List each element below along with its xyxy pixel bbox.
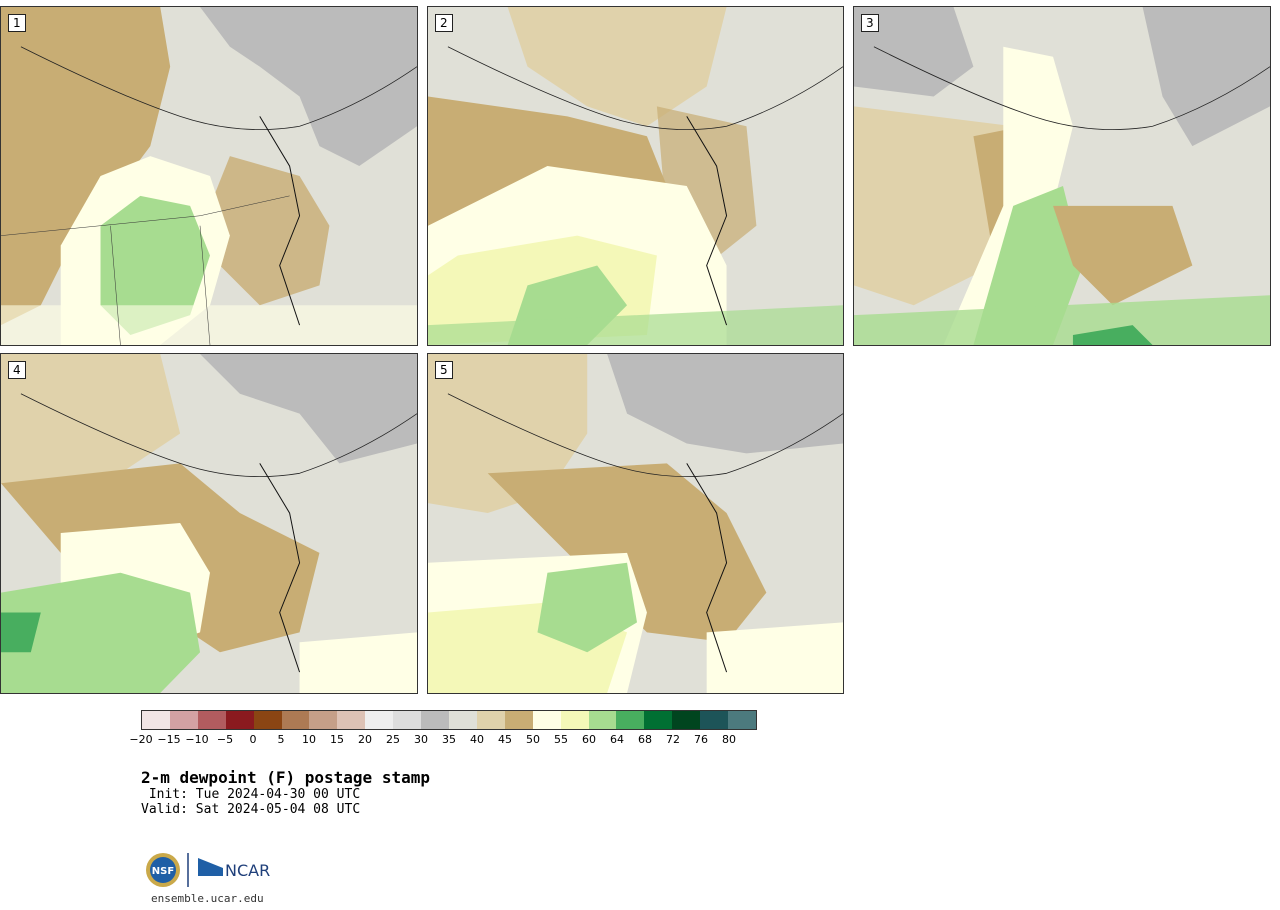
colorbar-ticks: −20 −15 −10 −5 0 5 10 15 20 25 30 35 40 45 50 55 60 64 68 7… <box>129 733 757 747</box>
valid-time: Valid: Sat 2024-05-04 08 UTC <box>141 802 361 817</box>
colorbar-swatch <box>142 711 170 729</box>
colorbar-swatch <box>337 711 366 729</box>
colorbar-tick-label: 25 <box>386 733 400 746</box>
colorbar-swatch <box>504 711 533 729</box>
colorbar-swatch <box>616 711 645 729</box>
colorbar-tick-label: 50 <box>526 733 540 746</box>
colorbar-swatch <box>309 711 338 729</box>
map-panel-2: 2 <box>427 6 844 346</box>
init-time: Init: Tue 2024-04-30 00 UTC <box>141 787 361 802</box>
colorbar-swatch <box>672 711 701 729</box>
colorbar-tick-label: 72 <box>666 733 680 746</box>
dewpoint-map-3 <box>854 7 1270 345</box>
colorbar-swatch <box>421 711 449 729</box>
colorbar-tick-label: −5 <box>216 733 234 746</box>
colorbar-tick-label: 64 <box>610 733 624 746</box>
map-panel-5: 5 <box>427 353 844 694</box>
figure-title: 2-m dewpoint (F) postage stamp <box>141 768 430 787</box>
colorbar-tick-label: 60 <box>582 733 596 746</box>
colorbar-swatch <box>225 711 254 729</box>
colorbar-swatch <box>700 711 729 729</box>
colorbar-swatch <box>169 711 198 729</box>
colorbar-swatch <box>476 711 505 729</box>
nsf-logo-icon: NSF <box>146 853 180 887</box>
colorbar-swatch <box>588 711 617 729</box>
panel-number: 2 <box>435 14 453 32</box>
colorbar-tick-label: 80 <box>722 733 736 746</box>
colorbar-swatch <box>281 711 310 729</box>
ncar-logo-icon: NCAR <box>198 858 270 880</box>
colorbar-tick-label: −20 <box>129 733 153 746</box>
dewpoint-map-2 <box>428 7 843 345</box>
colorbar-swatch <box>644 711 673 729</box>
map-panel-4: 4 <box>0 353 418 694</box>
logos: NSF NCAR <box>145 850 275 890</box>
dewpoint-map-5 <box>428 354 843 693</box>
site-url: ensemble.ucar.edu <box>151 892 264 905</box>
map-panel-1: 1 <box>0 6 418 346</box>
colorbar-tick-label: 5 <box>277 733 285 746</box>
colorbar-tick-label: 15 <box>330 733 344 746</box>
colorbar-tick-label: 55 <box>554 733 568 746</box>
colorbar-swatch <box>560 711 589 729</box>
colorbar-tick-label: 40 <box>470 733 484 746</box>
colorbar-tick-label: 35 <box>442 733 456 746</box>
colorbar-tick-label: 68 <box>638 733 652 746</box>
dewpoint-map-4 <box>1 354 417 693</box>
map-panel-3: 3 <box>853 6 1271 346</box>
colorbar-tick-label: 20 <box>358 733 372 746</box>
colorbar-tick-label: 30 <box>414 733 428 746</box>
colorbar-tick-label: 0 <box>249 733 257 746</box>
colorbar <box>141 710 757 730</box>
panel-number: 1 <box>8 14 26 32</box>
colorbar-swatch <box>532 711 561 729</box>
panel-number: 4 <box>8 361 26 379</box>
colorbar-tick-label: 76 <box>694 733 708 746</box>
colorbar-swatch <box>728 711 756 729</box>
colorbar-tick-label: −10 <box>185 733 209 746</box>
panel-number: 5 <box>435 361 453 379</box>
nsf-logo-text: NSF <box>152 866 174 877</box>
colorbar-swatch <box>197 711 226 729</box>
ncar-logo-text: NCAR <box>225 861 270 880</box>
colorbar-swatch <box>448 711 477 729</box>
colorbar-tick-label: −15 <box>157 733 181 746</box>
colorbar-swatch <box>365 711 394 729</box>
dewpoint-map-1 <box>1 7 417 345</box>
panel-number: 3 <box>861 14 879 32</box>
colorbar-tick-label: 10 <box>302 733 316 746</box>
colorbar-tick-label: 45 <box>498 733 512 746</box>
colorbar-swatch <box>253 711 282 729</box>
colorbar-swatch <box>393 711 422 729</box>
